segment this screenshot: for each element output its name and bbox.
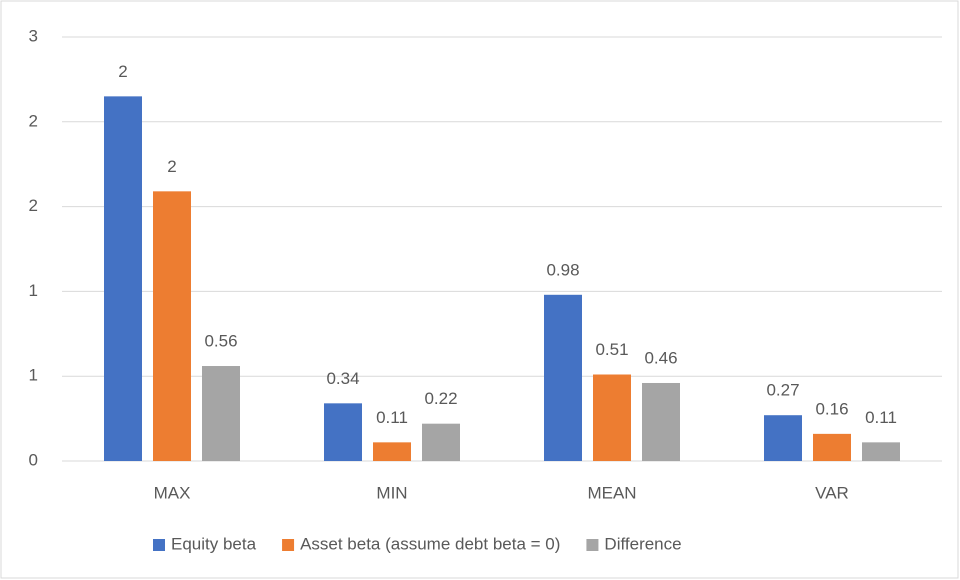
data-label: 0.16	[815, 399, 848, 418]
legend-swatch	[153, 539, 165, 551]
y-tick-label: 2	[29, 111, 38, 130]
data-label: 2	[118, 62, 127, 81]
bar	[862, 442, 900, 461]
legend-label: Equity beta	[171, 534, 257, 553]
y-tick-label: 0	[29, 450, 38, 469]
bar	[202, 366, 240, 461]
y-tick-label: 1	[29, 366, 38, 385]
data-label: 0.22	[424, 389, 457, 408]
bar	[104, 96, 142, 462]
y-tick-label: 2	[29, 196, 38, 215]
data-label: 0.27	[766, 381, 799, 400]
data-label: 0.56	[204, 332, 237, 351]
x-tick-label: MAX	[154, 483, 191, 502]
data-label: 0.51	[595, 340, 628, 359]
data-label: 0.11	[376, 408, 408, 427]
legend-label: Difference	[604, 534, 681, 553]
legend-label: Asset beta (assume debt beta = 0)	[300, 534, 560, 553]
bar	[593, 374, 631, 461]
bar	[373, 442, 411, 461]
data-label: 2	[167, 157, 176, 176]
data-label: 0.98	[546, 260, 579, 279]
data-label: 0.34	[326, 369, 359, 388]
bar	[544, 294, 582, 461]
x-tick-label: MEAN	[587, 483, 636, 502]
data-label: 0.11	[865, 408, 897, 427]
bar	[422, 423, 460, 461]
legend-swatch	[282, 539, 295, 551]
data-label: 0.46	[644, 348, 677, 367]
y-tick-label: 1	[29, 281, 38, 300]
x-tick-label: VAR	[815, 483, 849, 502]
y-tick-label: 3	[29, 26, 38, 45]
bar	[764, 415, 802, 461]
x-tick-label: MIN	[376, 483, 407, 502]
bar	[642, 382, 680, 461]
bar	[813, 433, 851, 461]
legend-swatch	[586, 539, 599, 551]
bar	[153, 191, 191, 461]
bar	[324, 403, 362, 461]
